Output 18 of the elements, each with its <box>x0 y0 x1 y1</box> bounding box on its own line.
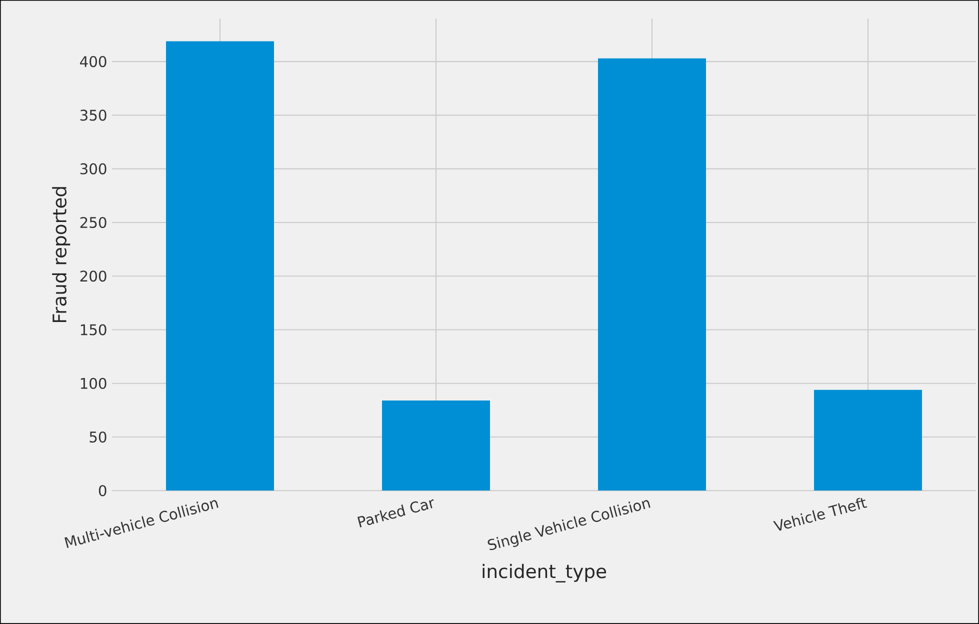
bar <box>166 41 274 491</box>
y-tick-label: 200 <box>80 270 106 282</box>
y-tick-label: 100 <box>80 378 106 389</box>
x-axis-title: incident_type <box>482 564 606 582</box>
bar <box>814 390 922 491</box>
y-tick-label: 350 <box>80 110 106 121</box>
y-tick-label: 300 <box>80 163 106 174</box>
x-tick-label: Single Vehicle Collision <box>488 500 650 550</box>
x-tick-label: Parked Car <box>357 499 434 528</box>
bar <box>598 58 706 491</box>
y-tick-label: 150 <box>80 324 106 336</box>
y-tick-label: 0 <box>98 485 106 496</box>
y-tick-label: 250 <box>80 216 106 228</box>
y-axis-title: Fraud reported <box>52 187 70 322</box>
y-tick-label: 400 <box>80 56 106 68</box>
x-tick-label: Vehicle Theft <box>773 498 868 531</box>
bar <box>382 400 490 491</box>
y-tick-label: 50 <box>90 431 106 443</box>
